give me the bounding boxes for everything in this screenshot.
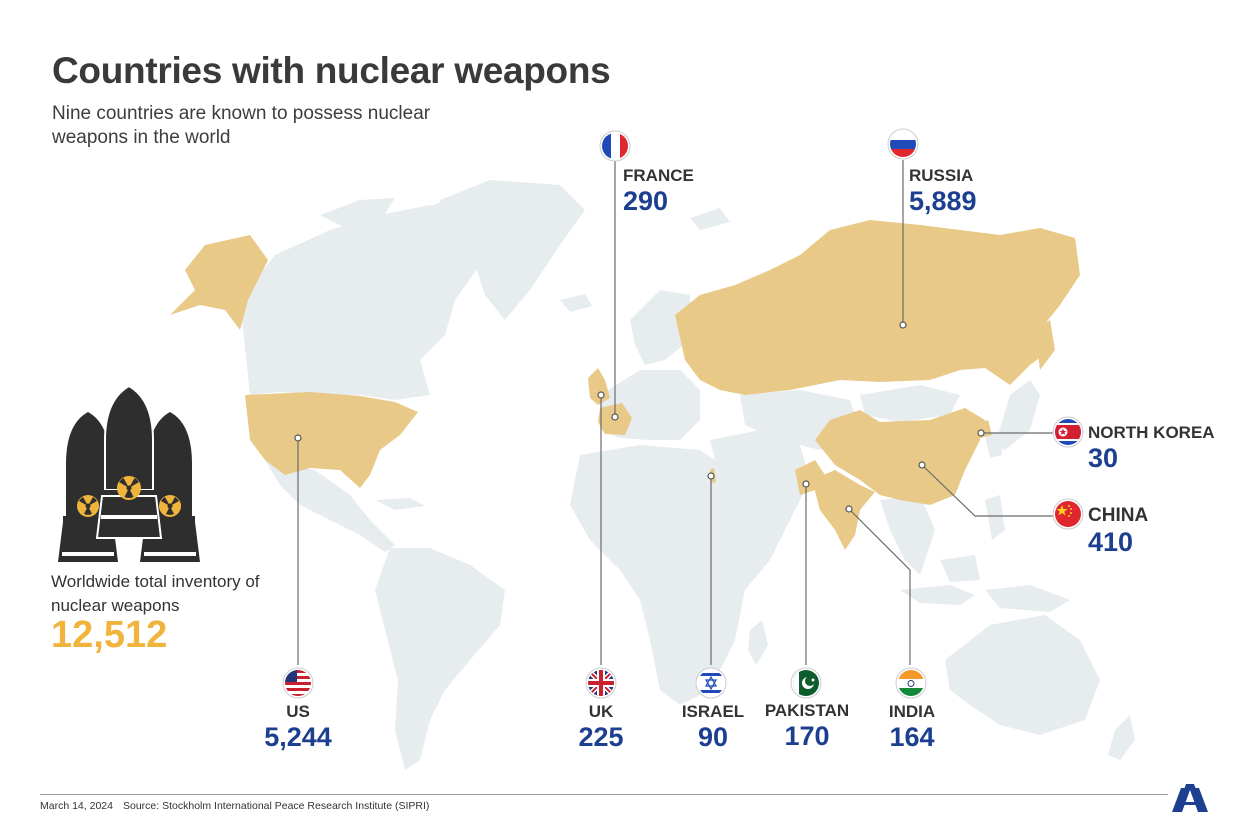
inventory-value: 12,512 [51, 614, 168, 656]
label-france: FRANCE 290 [623, 166, 694, 216]
country-name: UK [588, 702, 614, 721]
india-flag-icon [895, 667, 927, 699]
us-region [245, 392, 418, 488]
country-name: US [286, 702, 310, 721]
footer-divider [40, 794, 1168, 795]
label-russia: RUSSIA 5,889 [909, 166, 977, 216]
location-dots [294, 321, 985, 513]
india-region [812, 470, 875, 550]
france-flag-icon [599, 130, 631, 162]
pakistan-region [795, 460, 825, 495]
israel-flag-icon [695, 667, 727, 699]
inventory-label: Worldwide total inventory of nuclear wea… [51, 572, 260, 615]
label-pakistan: PAKISTAN 170 [752, 701, 862, 751]
label-uk: UK 225 [551, 702, 651, 752]
label-india: INDIA 164 [862, 702, 962, 752]
label-israel: ISRAEL 90 [661, 702, 765, 752]
leader-lines [297, 160, 1055, 665]
nuclear-warhead-icon [58, 384, 200, 562]
country-name: FRANCE [623, 166, 694, 185]
country-name: INDIA [888, 702, 936, 721]
pakistan-flag-icon [790, 667, 822, 699]
country-name: ISRAEL [681, 702, 745, 721]
anadolu-agency-logo-icon [1172, 784, 1208, 812]
nuclear-countries [170, 220, 1080, 550]
alaska-region [170, 235, 268, 330]
warhead-count: 225 [578, 722, 624, 752]
warhead-count: 170 [784, 721, 830, 751]
country-name: PAKISTAN [764, 701, 850, 720]
uk-flag-icon [585, 667, 617, 699]
country-name: CHINA [1088, 505, 1149, 526]
country-name: RUSSIA [909, 166, 974, 185]
warhead-count: 30 [1088, 443, 1119, 473]
warhead-count: 410 [1088, 527, 1134, 557]
warhead-count: 90 [697, 722, 729, 752]
uk-region [588, 368, 610, 405]
china-flag-icon [1052, 498, 1084, 530]
warhead-count: 290 [623, 186, 669, 216]
warhead-count: 164 [889, 722, 935, 752]
country-name: NORTH KOREA [1088, 423, 1215, 442]
label-north-korea: NORTH KOREA 30 [1088, 423, 1215, 473]
us-flag-icon [282, 667, 314, 699]
warhead-count: 5,244 [264, 722, 332, 752]
page-title: Countries with nuclear weapons [52, 50, 611, 91]
map-land [240, 180, 1135, 770]
footer-source: Source: Stockholm International Peace Re… [123, 800, 430, 812]
warhead-count: 5,889 [909, 186, 977, 216]
china-region [815, 408, 985, 505]
label-china: CHINA 410 [1088, 505, 1148, 557]
russia-flag-icon [887, 128, 919, 160]
page-subtitle: Nine countries are known to possess nucl… [52, 103, 431, 148]
russia-region [675, 220, 1080, 395]
north-korea-flag-icon [1052, 416, 1084, 448]
footer-date: March 14, 2024 [40, 800, 113, 812]
label-us: US 5,244 [248, 702, 348, 752]
